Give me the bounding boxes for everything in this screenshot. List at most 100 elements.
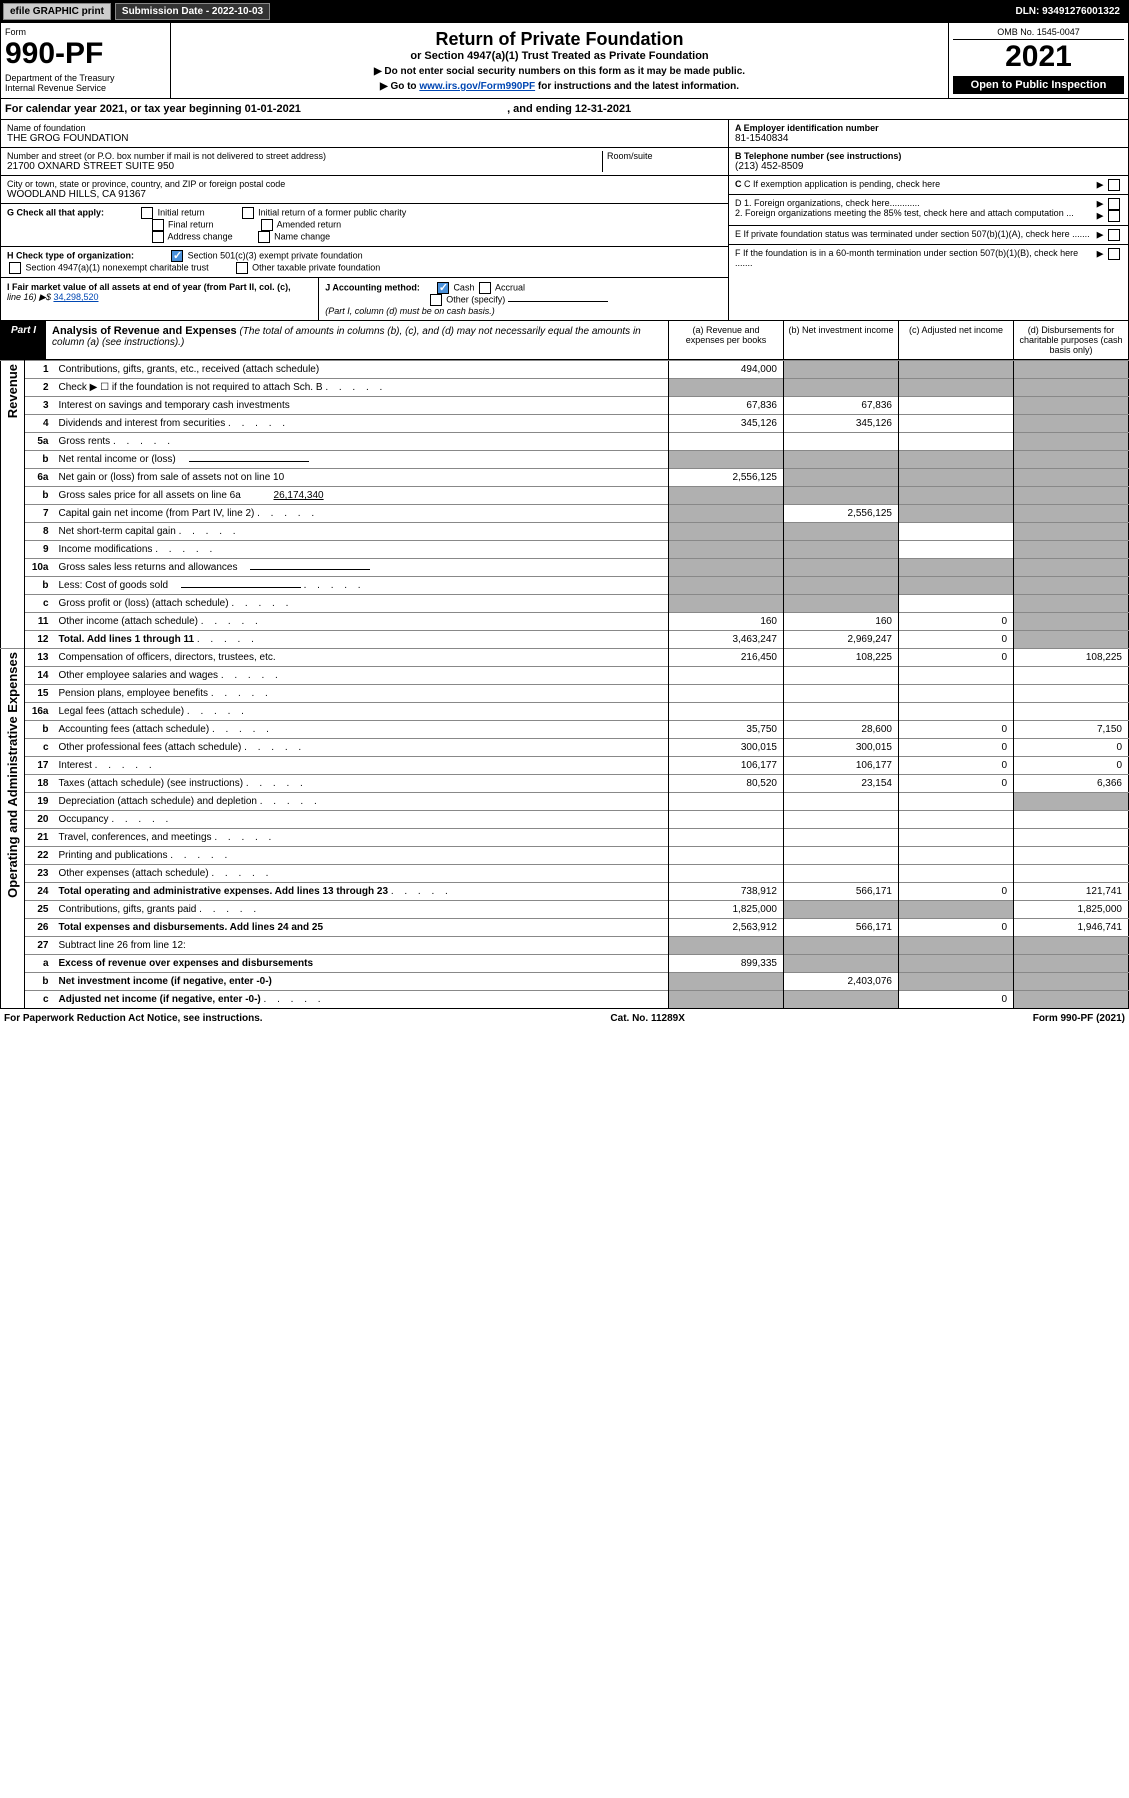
- row-desc: Capital gain net income (from Part IV, l…: [55, 505, 669, 523]
- cell-col-a: [669, 451, 784, 469]
- initial-return-chk[interactable]: [141, 207, 153, 219]
- cell-col-a: 300,015: [669, 739, 784, 757]
- c-chk[interactable]: [1108, 179, 1120, 191]
- cash-chk[interactable]: [437, 282, 449, 294]
- cell-col-a: 3,463,247: [669, 631, 784, 649]
- cell-col-d: [1014, 703, 1129, 721]
- row-num: 11: [25, 613, 55, 631]
- row-desc: Other expenses (attach schedule) . . . .…: [55, 865, 669, 883]
- part1-table: Revenue1Contributions, gifts, grants, et…: [0, 360, 1129, 1009]
- row-desc: Other employee salaries and wages . . . …: [55, 667, 669, 685]
- cell-col-b: 108,225: [784, 649, 899, 667]
- table-row: 16aLegal fees (attach schedule) . . . . …: [1, 703, 1129, 721]
- address-change-chk[interactable]: [152, 231, 164, 243]
- cell-col-d: [1014, 829, 1129, 847]
- cell-col-b: 2,556,125: [784, 505, 899, 523]
- expenses-label: Operating and Administrative Expenses: [5, 652, 20, 898]
- table-row: 7Capital gain net income (from Part IV, …: [1, 505, 1129, 523]
- cell-col-a: 2,556,125: [669, 469, 784, 487]
- cell-col-c: 0: [899, 775, 1014, 793]
- table-row: 5aGross rents . . . . .: [1, 433, 1129, 451]
- table-row: 11Other income (attach schedule) . . . .…: [1, 613, 1129, 631]
- cell-col-c: [899, 955, 1014, 973]
- cell-col-a: [669, 559, 784, 577]
- cell-col-a: [669, 541, 784, 559]
- c-box: C C If exemption application is pending,…: [729, 176, 1128, 195]
- cell-col-a: 345,126: [669, 415, 784, 433]
- cell-col-d: [1014, 847, 1129, 865]
- row-desc: Contributions, gifts, grants, etc., rece…: [55, 361, 669, 379]
- cell-col-b: [784, 361, 899, 379]
- row-num: 24: [25, 883, 55, 901]
- cell-col-a: [669, 667, 784, 685]
- row-num: a: [25, 955, 55, 973]
- irs-link[interactable]: www.irs.gov/Form990PF: [419, 81, 535, 92]
- cell-col-c: 0: [899, 757, 1014, 775]
- row-num: 4: [25, 415, 55, 433]
- initial-former-chk[interactable]: [242, 207, 254, 219]
- table-row: 22Printing and publications . . . . .: [1, 847, 1129, 865]
- other-method-chk[interactable]: [430, 294, 442, 306]
- cell-col-d: [1014, 523, 1129, 541]
- row-num: 27: [25, 937, 55, 955]
- row-num: 2: [25, 379, 55, 397]
- cell-col-d: [1014, 811, 1129, 829]
- cell-col-a: 160: [669, 613, 784, 631]
- open-inspection: Open to Public Inspection: [953, 76, 1124, 94]
- d-box: D 1. Foreign organizations, check here..…: [729, 195, 1128, 226]
- row-num: 3: [25, 397, 55, 415]
- cell-col-a: 899,335: [669, 955, 784, 973]
- accrual-chk[interactable]: [479, 282, 491, 294]
- cell-col-d: 1,946,741: [1014, 919, 1129, 937]
- col-c-hdr: (c) Adjusted net income: [898, 321, 1013, 359]
- cell-col-a: [669, 595, 784, 613]
- cell-col-d: [1014, 433, 1129, 451]
- cell-col-b: [784, 559, 899, 577]
- cell-col-d: [1014, 451, 1129, 469]
- name-change-chk[interactable]: [258, 231, 270, 243]
- table-row: 8Net short-term capital gain . . . . .: [1, 523, 1129, 541]
- 501c3-chk[interactable]: [171, 250, 183, 262]
- cell-col-d: [1014, 559, 1129, 577]
- row-desc: Total operating and administrative expen…: [55, 883, 669, 901]
- cell-col-b: [784, 955, 899, 973]
- table-row: 19Depreciation (attach schedule) and dep…: [1, 793, 1129, 811]
- table-row: cAdjusted net income (if negative, enter…: [1, 991, 1129, 1009]
- city-value: WOODLAND HILLS, CA 91367: [7, 189, 722, 200]
- row-num: 6a: [25, 469, 55, 487]
- cell-col-d: [1014, 631, 1129, 649]
- final-return-chk[interactable]: [152, 219, 164, 231]
- efile-btn[interactable]: efile GRAPHIC print: [3, 3, 111, 20]
- cell-col-b: [784, 829, 899, 847]
- cell-col-d: 6,366: [1014, 775, 1129, 793]
- cell-col-c: [899, 577, 1014, 595]
- row-desc: Subtract line 26 from line 12:: [55, 937, 669, 955]
- amended-chk[interactable]: [261, 219, 273, 231]
- row-num: 9: [25, 541, 55, 559]
- cell-col-c: [899, 559, 1014, 577]
- cell-col-d: 121,741: [1014, 883, 1129, 901]
- cell-col-b: [784, 451, 899, 469]
- cell-col-c: [899, 469, 1014, 487]
- row-num: 17: [25, 757, 55, 775]
- row-num: b: [25, 577, 55, 595]
- cell-col-a: [669, 829, 784, 847]
- cell-col-c: [899, 667, 1014, 685]
- cell-col-d: 108,225: [1014, 649, 1129, 667]
- cell-col-d: 7,150: [1014, 721, 1129, 739]
- cell-col-a: [669, 523, 784, 541]
- f-chk[interactable]: [1108, 248, 1120, 260]
- table-row: bGross sales price for all assets on lin…: [1, 487, 1129, 505]
- other-taxable-chk[interactable]: [236, 262, 248, 274]
- row-num: b: [25, 451, 55, 469]
- table-row: 3Interest on savings and temporary cash …: [1, 397, 1129, 415]
- cell-col-d: [1014, 487, 1129, 505]
- e-chk[interactable]: [1108, 229, 1120, 241]
- table-row: 25Contributions, gifts, grants paid . . …: [1, 901, 1129, 919]
- 4947a1-chk[interactable]: [9, 262, 21, 274]
- d1-chk[interactable]: [1108, 198, 1120, 210]
- row-desc: Occupancy . . . . .: [55, 811, 669, 829]
- d2-chk[interactable]: [1108, 210, 1120, 222]
- row-num: 10a: [25, 559, 55, 577]
- cell-col-b: [784, 487, 899, 505]
